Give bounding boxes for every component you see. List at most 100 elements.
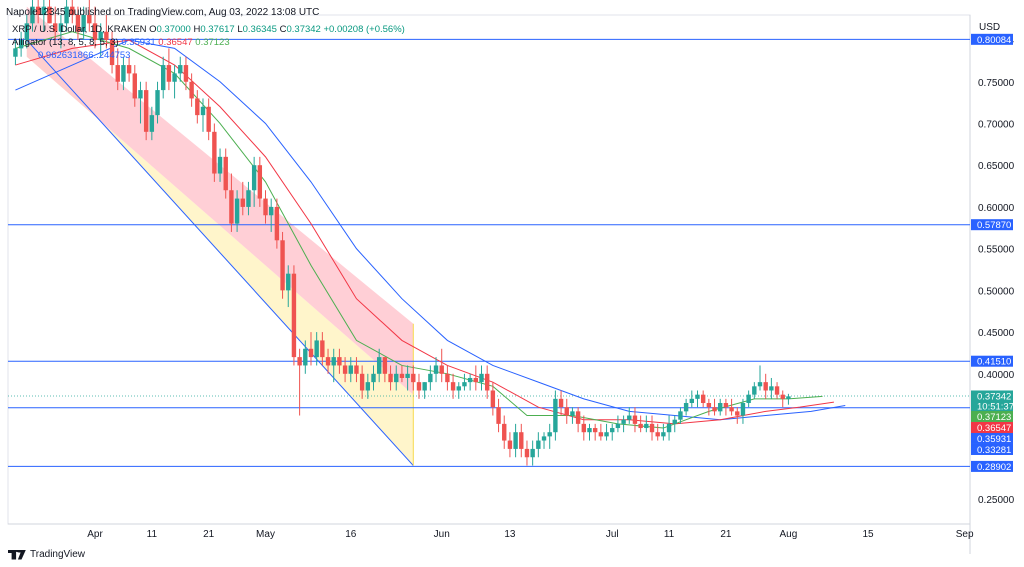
candle-body[interactable] (507, 440, 513, 449)
candle-body[interactable] (553, 398, 558, 433)
candle-body[interactable] (189, 81, 194, 99)
candle-body[interactable] (291, 273, 297, 358)
channel-lower-line[interactable] (26, 39, 414, 466)
candle-body[interactable] (411, 373, 416, 383)
candle-body[interactable] (575, 411, 581, 424)
candle-body[interactable] (536, 440, 541, 449)
candle-body[interactable] (348, 365, 353, 374)
candle-body[interactable] (661, 432, 666, 437)
candle-body[interactable] (354, 365, 359, 374)
candle-body[interactable] (64, 6, 69, 24)
candle-body[interactable] (246, 190, 251, 207)
candle-body[interactable] (735, 411, 740, 416)
candle-body[interactable] (212, 131, 217, 174)
candle-body[interactable] (490, 390, 496, 408)
candle-body[interactable] (632, 415, 638, 424)
candle-body[interactable] (53, 23, 58, 32)
candle-body[interactable] (405, 373, 410, 378)
candle-body[interactable] (35, 6, 41, 15)
candle-body[interactable] (172, 73, 177, 82)
candle-body[interactable] (195, 98, 200, 116)
candle-body[interactable] (206, 106, 211, 132)
candle-body[interactable] (769, 386, 774, 391)
candle-body[interactable] (24, 23, 29, 41)
candle-body[interactable] (263, 198, 268, 216)
candle-body[interactable] (149, 115, 155, 132)
candle-body[interactable] (700, 394, 706, 404)
candle-body[interactable] (13, 48, 18, 57)
candle-body[interactable] (325, 357, 331, 366)
candle-body[interactable] (564, 407, 569, 416)
candle-body[interactable] (359, 373, 365, 391)
candle-body[interactable] (570, 411, 575, 416)
candle-body[interactable] (541, 436, 547, 441)
candle-body[interactable] (223, 156, 228, 191)
candle-body[interactable] (718, 403, 723, 412)
candle-body[interactable] (530, 448, 535, 458)
candle-body[interactable] (92, 23, 98, 41)
candle-body[interactable] (746, 394, 751, 404)
candle-body[interactable] (666, 423, 672, 433)
candle-body[interactable] (178, 65, 183, 74)
symbol-legend[interactable]: XRP / U.S. Dollar, 1D, KRAKEN O0.37000 H… (12, 24, 405, 35)
candle-body[interactable] (416, 382, 422, 391)
candle-body[interactable] (297, 357, 302, 366)
tradingview-logo[interactable]: TradingView (8, 549, 85, 560)
candle-body[interactable] (740, 403, 746, 416)
candle-body[interactable] (638, 423, 643, 429)
candle-body[interactable] (115, 65, 120, 82)
candle-body[interactable] (388, 373, 393, 383)
candle-body[interactable] (274, 206, 280, 241)
candle-body[interactable] (723, 403, 729, 408)
candle-body[interactable] (649, 423, 655, 433)
candle-body[interactable] (399, 373, 405, 378)
candle-body[interactable] (672, 419, 677, 424)
candle-body[interactable] (467, 377, 473, 383)
candle-body[interactable] (371, 373, 376, 383)
candle-body[interactable] (121, 65, 126, 82)
candle-body[interactable] (200, 106, 206, 116)
candle-body[interactable] (98, 31, 103, 41)
candle-body[interactable] (155, 90, 160, 116)
candle-body[interactable] (445, 373, 450, 383)
candle-body[interactable] (75, 15, 81, 32)
candle-body[interactable] (763, 382, 768, 391)
candle-body[interactable] (581, 423, 587, 433)
candle-body[interactable] (428, 373, 433, 383)
candle-body[interactable] (234, 198, 240, 224)
candle-body[interactable] (621, 419, 626, 424)
candle-body[interactable] (484, 373, 490, 391)
candle-body[interactable] (547, 432, 552, 437)
candle-body[interactable] (104, 31, 109, 41)
candle-body[interactable] (18, 40, 24, 49)
candle-body[interactable] (610, 428, 615, 433)
candle-body[interactable] (376, 357, 382, 374)
candle-body[interactable] (257, 165, 263, 199)
candle-body[interactable] (780, 394, 785, 399)
candle-body[interactable] (126, 65, 132, 74)
candle-body[interactable] (496, 407, 501, 424)
candle-body[interactable] (524, 448, 530, 458)
candle-body[interactable] (678, 411, 683, 420)
candle-body[interactable] (729, 407, 734, 412)
candle-body[interactable] (286, 273, 291, 291)
candle-body[interactable] (644, 423, 649, 429)
candle-body[interactable] (695, 394, 700, 399)
candle-body[interactable] (314, 340, 319, 358)
candle-body[interactable] (683, 403, 689, 412)
candle-body[interactable] (365, 382, 371, 391)
candle-body[interactable] (422, 382, 427, 391)
candle-body[interactable] (138, 90, 143, 99)
candle-body[interactable] (70, 6, 75, 15)
candle-body[interactable] (303, 348, 308, 366)
candle-body[interactable] (706, 403, 712, 408)
candle-body[interactable] (502, 423, 507, 441)
candle-body[interactable] (268, 206, 274, 216)
candle-body[interactable] (342, 365, 348, 374)
candle-body[interactable] (592, 428, 598, 433)
candle-body[interactable] (337, 357, 342, 366)
candle-body[interactable] (58, 23, 64, 32)
candle-body[interactable] (81, 15, 86, 32)
candle-body[interactable] (229, 190, 234, 224)
